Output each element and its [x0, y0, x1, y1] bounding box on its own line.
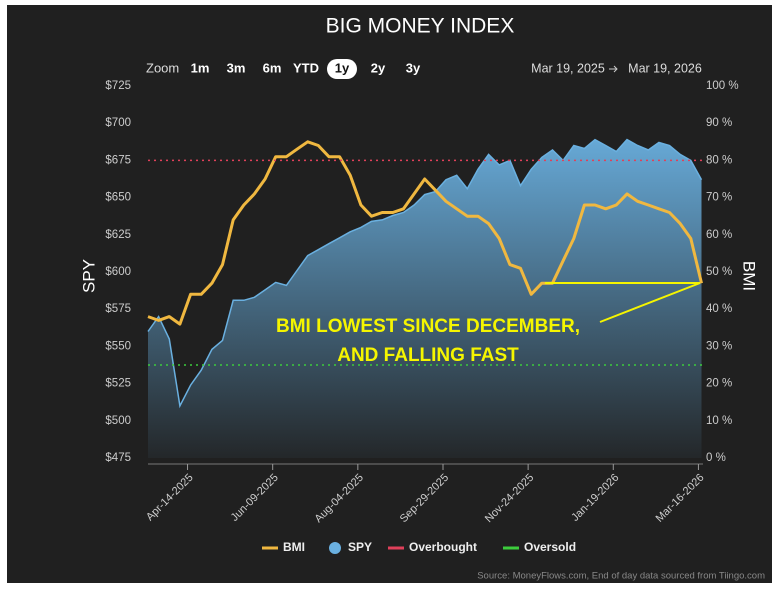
spy-area [148, 139, 702, 458]
legend-label[interactable]: Oversold [524, 540, 576, 554]
zoom-button[interactable]: 6m [263, 60, 282, 75]
y2-tick-label: 20 % [706, 378, 732, 390]
y2-tick-label: 70 % [706, 192, 732, 204]
y2-tick-label: 40 % [706, 303, 732, 315]
source: Source: MoneyFlows.com, End of day data … [477, 571, 765, 582]
annotation-pointer [545, 282, 701, 323]
y2-tick-label: 30 % [706, 340, 732, 352]
y2-tick-label: 60 % [706, 229, 732, 241]
legend: BMI SPY Overbought Oversold [262, 540, 576, 554]
y-tick-label: $500 [105, 415, 131, 427]
zoom-button[interactable]: 1y [335, 60, 350, 75]
y2-tick-label: 10 % [706, 415, 732, 427]
y2-tick-label: 100 % [706, 80, 739, 92]
legend-label[interactable]: SPY [348, 540, 372, 554]
y-tick-label: $650 [105, 192, 131, 204]
y-tick-label: $725 [105, 80, 131, 92]
annotation: AND FALLING FAST [337, 345, 519, 366]
legend-swatch [329, 542, 341, 554]
legend-label[interactable]: BMI [283, 540, 305, 554]
zoom-button[interactable]: YTD [293, 60, 319, 75]
y2-tick-label: 90 % [706, 117, 732, 129]
range-arrow [609, 65, 618, 73]
y2-tick-label: 0 % [706, 452, 726, 464]
range-start[interactable]: Mar 19, 2025 [531, 61, 605, 75]
zoom-button[interactable]: 2y [371, 60, 386, 75]
zoom-selected [327, 59, 357, 79]
y-tick-label: $550 [105, 340, 131, 352]
y2-axis-title: BMI [740, 261, 759, 291]
y-axis-title: SPY [79, 259, 98, 293]
zoom-button[interactable]: 1m [191, 60, 210, 75]
zoom-button[interactable]: 3y [406, 60, 421, 75]
zoom-label: Zoom [146, 60, 179, 75]
bmi-line [147, 140, 703, 326]
y-tick-label: $625 [105, 229, 131, 241]
y2-tick-label: 50 % [706, 266, 732, 278]
y-tick-label: $525 [105, 378, 131, 390]
y-tick-label: $475 [105, 452, 131, 464]
y-tick-label: $675 [105, 154, 131, 166]
y-tick-label: $700 [105, 117, 131, 129]
zoom-buttons: 1m 3m 6m YTD 1y 2y 3y [191, 59, 421, 79]
range-end[interactable]: Mar 19, 2026 [628, 61, 702, 75]
y2-tick-label: 80 % [706, 154, 732, 166]
spy-line [147, 138, 703, 409]
y-tick-label: $575 [105, 303, 131, 315]
chart-title: BIG MONEY INDEX [326, 15, 515, 38]
annotation: BMI LOWEST SINCE DECEMBER, [276, 316, 580, 337]
y-tick-label: $600 [105, 266, 131, 278]
zoom-button[interactable]: 3m [227, 60, 246, 75]
legend-label[interactable]: Overbought [409, 540, 477, 554]
